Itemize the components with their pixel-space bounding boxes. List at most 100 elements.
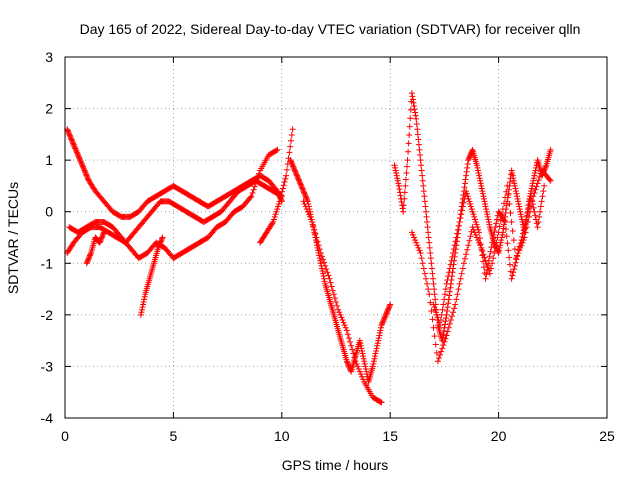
data-point (483, 206, 490, 213)
data-point (502, 194, 509, 201)
data-point (493, 220, 500, 227)
data-point (511, 180, 518, 187)
data-point (425, 229, 432, 236)
data-point (78, 161, 85, 168)
data-point (321, 278, 328, 285)
data-point (409, 93, 416, 100)
data-point (485, 219, 492, 226)
data-point (464, 161, 471, 168)
data-point (493, 216, 500, 223)
data-point (344, 360, 351, 367)
data-point (100, 230, 107, 237)
data-point (355, 366, 362, 373)
data-point (380, 317, 387, 324)
data-point (283, 166, 290, 173)
data-point (510, 177, 517, 184)
data-point (444, 304, 451, 311)
data-point (487, 248, 494, 255)
data-point (274, 146, 281, 153)
data-point (441, 296, 448, 303)
data-point (291, 167, 298, 174)
data-point (427, 255, 434, 262)
data-point (402, 176, 409, 183)
data-point (424, 219, 431, 226)
data-point (489, 239, 496, 246)
data-point (468, 206, 475, 213)
data-point (278, 191, 285, 198)
data-point (447, 284, 454, 291)
data-point (462, 176, 469, 183)
data-point (345, 362, 352, 369)
data-point (428, 265, 435, 272)
data-point (438, 348, 445, 355)
data-point (450, 246, 457, 253)
data-point (372, 350, 379, 357)
data-point (247, 194, 254, 201)
data-point (80, 164, 87, 171)
data-point (476, 172, 483, 179)
data-point (419, 177, 426, 184)
data-point (156, 242, 163, 249)
data-point (279, 185, 286, 192)
data-point (372, 353, 379, 360)
data-point (536, 173, 543, 180)
data-point (275, 200, 282, 207)
data-point (271, 213, 278, 220)
data-point (510, 237, 517, 244)
data-point (430, 275, 437, 282)
data-point (514, 195, 521, 202)
data-point (323, 266, 330, 273)
data-point (475, 226, 482, 233)
data-point (442, 318, 449, 325)
data-point (432, 309, 439, 316)
data-point (296, 179, 303, 186)
data-point (286, 149, 293, 156)
data-point (72, 146, 79, 153)
data-point (467, 203, 474, 210)
y-tick-label: -1 (41, 255, 54, 271)
data-point (459, 265, 466, 272)
data-point (81, 167, 88, 174)
data-point (483, 208, 490, 215)
data-point (315, 242, 322, 249)
data-point (287, 157, 294, 164)
data-point (421, 198, 428, 205)
data-point (439, 306, 446, 313)
data-point (539, 193, 546, 200)
data-point (139, 304, 146, 311)
data-point (453, 296, 460, 303)
data-point (424, 224, 431, 231)
data-point (484, 266, 491, 273)
data-point (342, 324, 349, 331)
data-point (281, 179, 288, 186)
data-point (478, 182, 485, 189)
data-point (427, 249, 434, 256)
data-point (440, 327, 447, 334)
plot-frame (64, 56, 608, 419)
data-point (75, 151, 82, 158)
y-tick-labels: -4 -3 -2 -1 0 1 2 3 (41, 49, 54, 426)
data-point (159, 234, 166, 241)
data-point (532, 186, 539, 193)
data-marks (64, 90, 554, 406)
data-point (395, 180, 402, 187)
x-tick-labels: 0 5 10 15 20 25 (61, 428, 615, 444)
data-point (310, 222, 317, 229)
data-point (463, 188, 470, 195)
data-point (360, 376, 367, 383)
data-point (530, 177, 537, 184)
data-point (446, 269, 453, 276)
data-point (484, 211, 491, 218)
data-point (376, 332, 383, 339)
data-point (532, 167, 539, 174)
data-point (531, 208, 538, 215)
data-point (429, 316, 436, 323)
data-point (434, 314, 441, 321)
data-point (67, 135, 74, 142)
data-point (501, 217, 508, 224)
data-point (68, 136, 75, 143)
data-point (506, 200, 513, 207)
data-point (411, 234, 418, 241)
data-point (516, 206, 523, 213)
data-point (480, 251, 487, 258)
